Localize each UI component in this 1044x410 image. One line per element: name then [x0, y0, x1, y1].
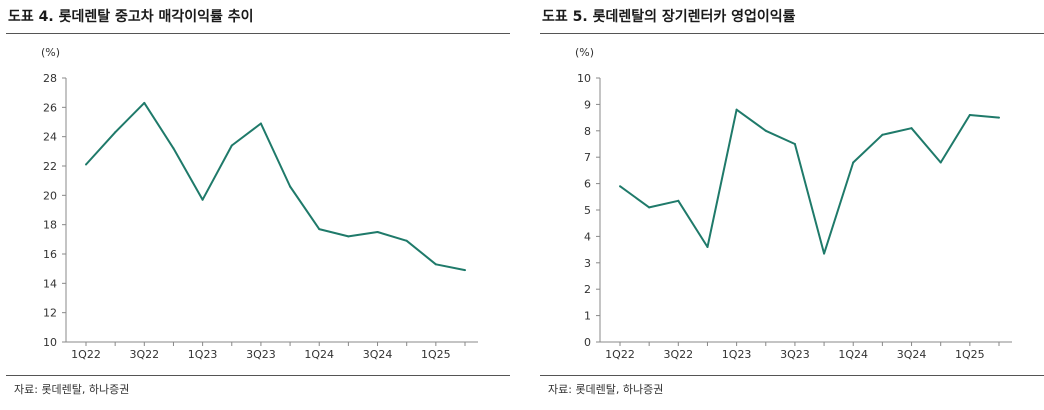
source-divider — [6, 375, 510, 376]
title-divider — [540, 33, 1044, 34]
line-chart-used-car-margin: (%) 10 12 14 16 18 20 22 24 26 28 1Q22 3Q22 1Q23 3Q23 1… — [41, 46, 478, 361]
series-line — [619, 108, 1000, 255]
x-tick-label: 3Q22 — [129, 348, 159, 361]
y-tick-label: 14 — [43, 277, 57, 290]
x-tick-label: 3Q24 — [363, 348, 393, 361]
data-point-4Q22 — [706, 245, 709, 248]
x-tick-label: 1Q25 — [421, 348, 451, 361]
y-tick-label: 4 — [584, 230, 591, 243]
y-unit-label: (%) — [41, 46, 60, 59]
source-note: 자료: 롯데렌탈, 하나증권 — [14, 383, 130, 396]
chart-panel-margin-of-used-car-sales: 도표 4. 롯데렌탈 중고차 매각이익률 추이 (%) 10 12 14 16 18 20 2… — [0, 0, 510, 410]
data-point-3Q22 — [143, 101, 146, 104]
x-tick-label: 1Q23 — [722, 348, 752, 361]
y-tick-label: 7 — [584, 151, 591, 164]
data-point-4Q24 — [939, 161, 942, 164]
data-point-3Q24 — [910, 127, 913, 130]
y-tick-label: 0 — [584, 336, 591, 349]
data-point-4Q23 — [823, 252, 826, 255]
y-tick-label: 24 — [43, 131, 57, 144]
data-point-1Q23 — [201, 198, 204, 201]
data-point-3Q22 — [677, 199, 680, 202]
y-tick-label: 22 — [43, 160, 57, 173]
data-point-4Q22 — [172, 147, 175, 150]
x-tick-label: 1Q24 — [838, 348, 868, 361]
data-point-1Q25 — [968, 113, 971, 116]
data-point-2Q22 — [648, 206, 651, 209]
source-note: 자료: 롯데렌탈, 하나증권 — [548, 383, 664, 396]
y-tick-label: 6 — [584, 178, 591, 191]
title-divider — [6, 33, 510, 34]
chart-title: 도표 5. 롯데렌탈의 장기렌터카 영업이익률 — [542, 9, 796, 25]
data-point-3Q23 — [259, 122, 262, 125]
data-point-1Q22 — [85, 163, 87, 166]
line-chart-long-term-rental-margin: (%) 0 1 2 3 4 5 6 7 8 9 10 1Q22 3Q22 1Q23 3Q23 1Q24 3Q24 1… — [575, 46, 1012, 361]
data-point-1Q24 — [318, 228, 321, 231]
data-point-2Q25 — [998, 116, 1000, 119]
x-tick-label: 1Q22 — [605, 348, 635, 361]
y-tick-label: 10 — [577, 72, 591, 85]
x-tick-label: 1Q22 — [71, 348, 101, 361]
x-tick-label: 3Q22 — [663, 348, 693, 361]
x-tick-label: 1Q24 — [304, 348, 334, 361]
x-tick-label: 3Q23 — [246, 348, 276, 361]
data-point-3Q24 — [376, 231, 379, 233]
y-tick-label: 10 — [43, 336, 57, 349]
data-point-2Q24 — [347, 235, 350, 238]
y-tick-label: 5 — [584, 204, 591, 217]
x-tick-label: 1Q25 — [955, 348, 985, 361]
data-point-2Q24 — [881, 133, 884, 136]
data-point-1Q24 — [852, 161, 855, 164]
data-point-1Q23 — [735, 108, 738, 111]
y-tick-label: 2 — [584, 283, 591, 296]
x-tick-label: 3Q24 — [897, 348, 927, 361]
x-tick-label: 1Q23 — [188, 348, 218, 361]
y-tick-label: 28 — [43, 72, 57, 85]
x-tick-label: 3Q23 — [780, 348, 810, 361]
source-divider — [540, 375, 1044, 376]
y-tick-label: 1 — [584, 310, 591, 323]
y-tick-label: 8 — [584, 125, 591, 138]
y-tick-label: 3 — [584, 257, 591, 270]
y-tick-label: 16 — [43, 248, 57, 261]
data-point-3Q23 — [793, 143, 796, 145]
y-tick-label: 26 — [43, 101, 57, 114]
data-point-1Q25 — [434, 263, 437, 266]
data-point-4Q24 — [405, 239, 408, 242]
data-point-4Q23 — [289, 185, 292, 188]
data-point-1Q22 — [619, 185, 621, 188]
y-unit-label: (%) — [575, 46, 594, 59]
data-point-2Q22 — [114, 131, 117, 134]
y-tick-label: 9 — [584, 98, 591, 111]
data-point-2Q23 — [764, 129, 767, 132]
chart-title: 도표 4. 롯데렌탈 중고차 매각이익률 추이 — [8, 9, 254, 25]
y-tick-label: 12 — [43, 307, 57, 320]
data-point-2Q23 — [230, 144, 233, 147]
y-tick-label: 18 — [43, 219, 57, 232]
series-line — [85, 101, 466, 272]
data-point-2Q25 — [464, 269, 466, 272]
y-tick-label: 20 — [43, 189, 57, 202]
chart-panel-long-term-rental-operating-margin: 도표 5. 롯데렌탈의 장기렌터카 영업이익률 (%) 0 1 2 3 4 5 6 7 8 9 10 1… — [534, 0, 1044, 410]
